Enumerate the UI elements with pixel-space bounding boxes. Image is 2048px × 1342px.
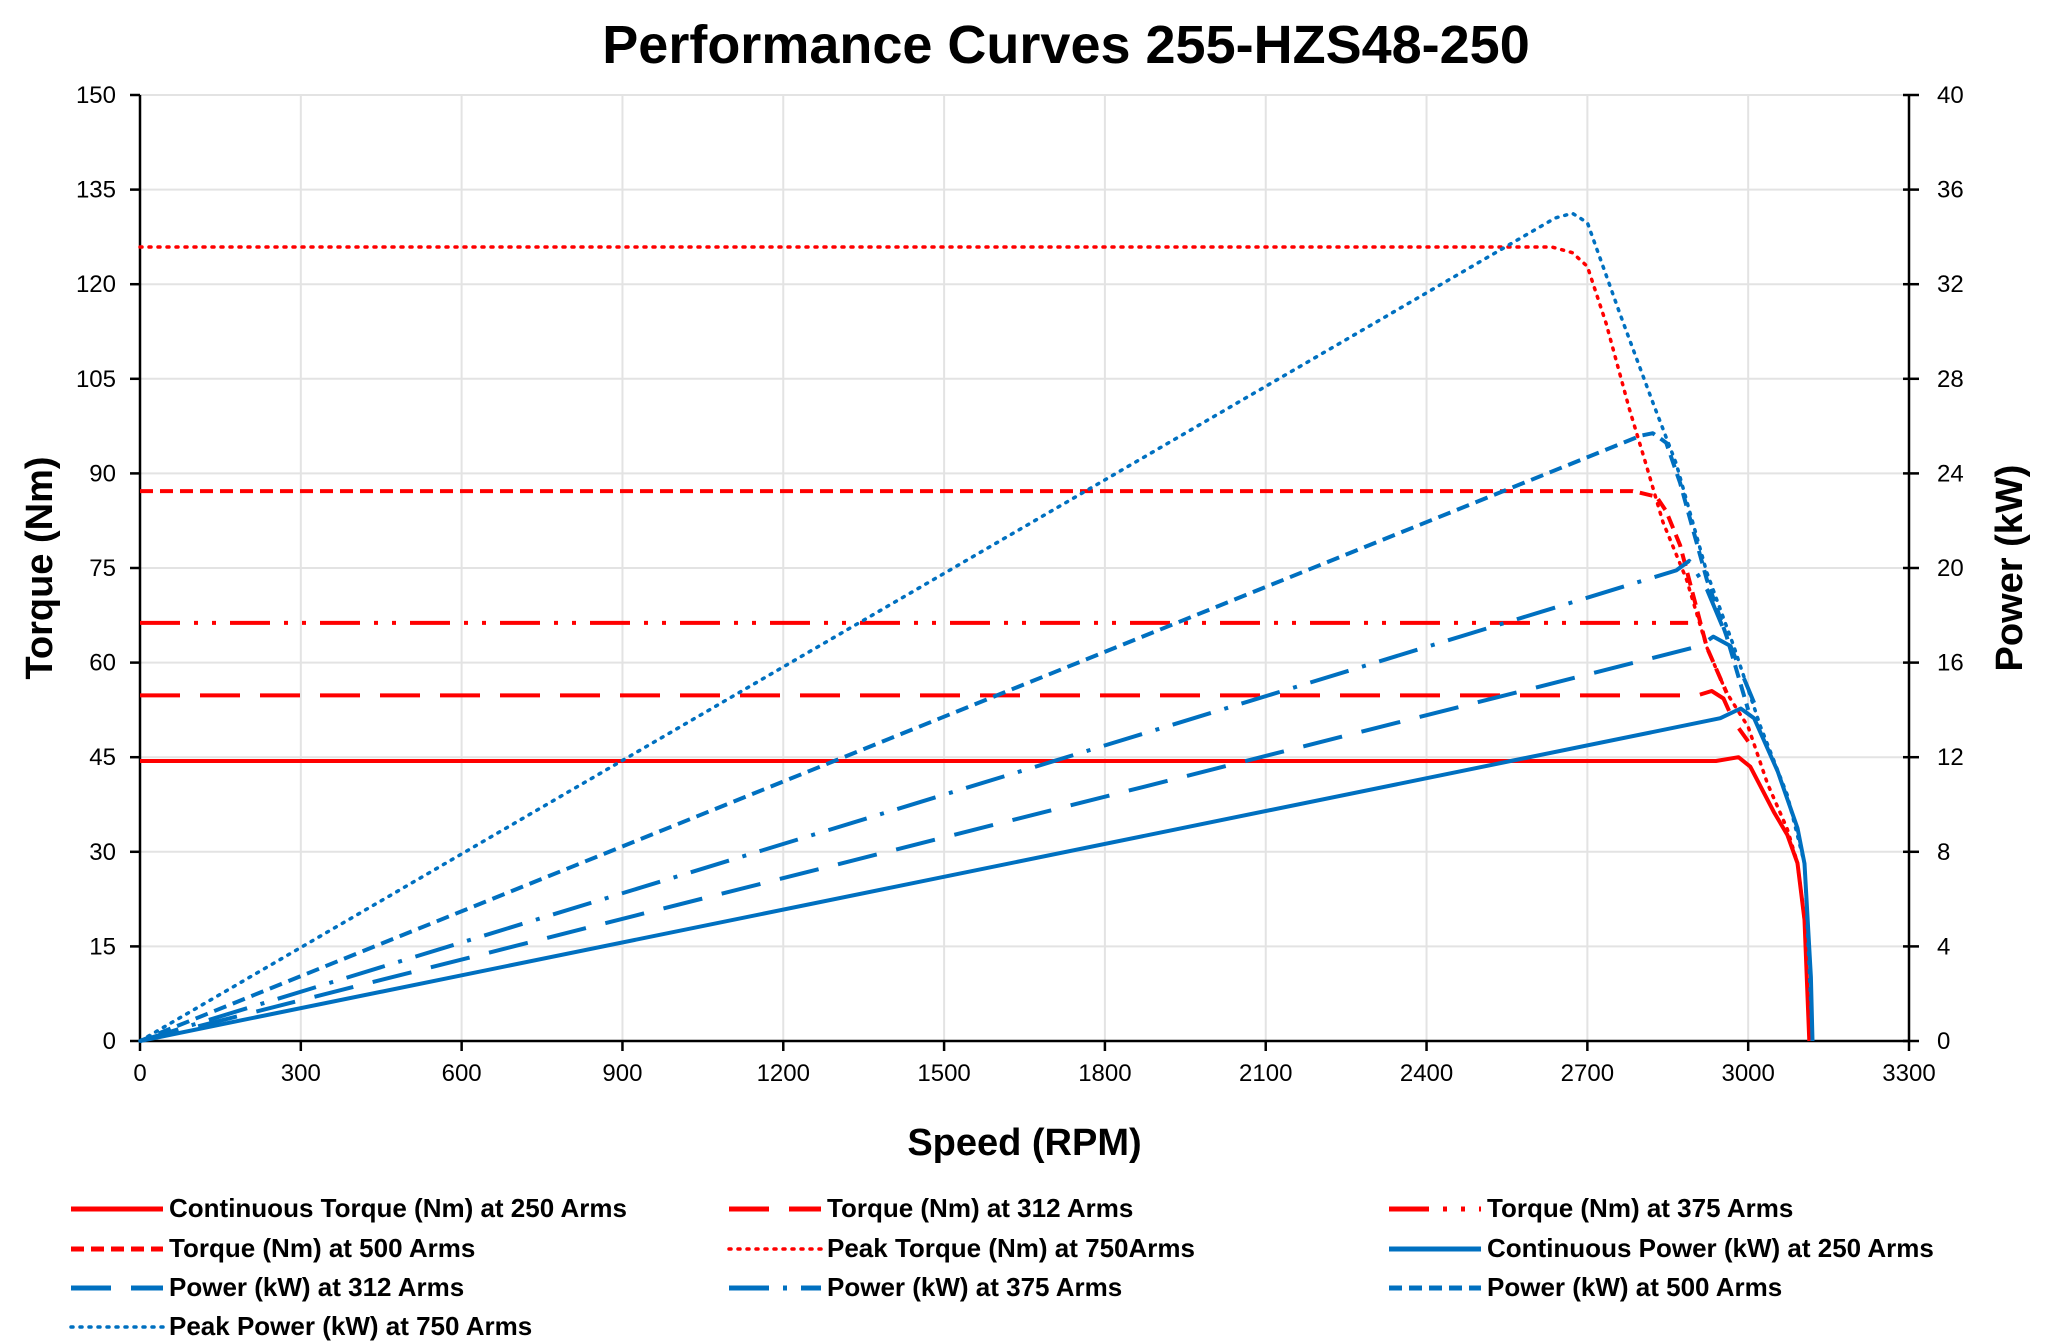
y2-axis-title: Power (kW) [1989,465,2031,672]
y2-tick-label: 4 [1937,933,1950,960]
y-tick-label: 135 [76,177,116,204]
legend-swatch [1389,1246,1481,1251]
series-line-2 [140,689,1750,743]
series-line-6 [139,706,1815,1043]
x-tick-label: 0 [133,1060,146,1087]
legend-label: Continuous Torque (Nm) at 250 Arms [169,1193,627,1223]
legend-item: Power (kW) at 312 Arms [69,1272,464,1303]
legend-item: Power (kW) at 375 Arms [727,1272,1122,1303]
legend-item: Continuous Torque (Nm) at 250 Arms [69,1193,627,1224]
y-tick-label: 0 [103,1028,116,1055]
series-line-4 [140,489,1729,694]
y-tick-label: 45 [89,744,116,771]
y-tick-label: 90 [89,460,116,487]
x-tick-label: 3000 [1721,1060,1774,1087]
legend-label: Torque (Nm) at 500 Arms [169,1233,476,1263]
legend-label: Continuous Power (kW) at 250 Arms [1487,1233,1934,1263]
series-line-7 [139,634,1756,1043]
x-tick-label: 3300 [1882,1060,1935,1087]
y2-tick-label: 8 [1937,839,1950,866]
series-line-10 [138,211,1815,1043]
chart-title: Performance Curves 255-HZS48-250 [602,15,1530,75]
y-axis-title: Torque (Nm) [19,456,61,679]
legend-item: Peak Torque (Nm) at 750Arms [727,1233,1195,1264]
y-tick-label: 15 [89,933,116,960]
y-tick-label: 60 [89,650,116,677]
x-tick-label: 600 [442,1060,482,1087]
legend-item: Power (kW) at 500 Arms [1387,1272,1782,1303]
legend-swatch [729,1285,821,1290]
legend-item: Torque (Nm) at 375 Arms [1387,1193,1793,1224]
y2-tick-label: 12 [1937,744,1964,771]
legend-item: Continuous Power (kW) at 250 Arms [1387,1233,1934,1264]
legend-item: Torque (Nm) at 500 Arms [69,1233,475,1264]
y2-tick-label: 0 [1937,1028,1950,1055]
x-axis-title: Speed (RPM) [907,1122,1141,1164]
y2-tick-label: 28 [1937,366,1964,393]
legend-item: Torque (Nm) at 312 Arms [727,1193,1133,1224]
x-tick-label: 2700 [1561,1060,1614,1087]
y2-tick-label: 24 [1937,460,1964,487]
legend-label: Peak Torque (Nm) at 750Arms [827,1233,1195,1263]
legend-label: Power (kW) at 312 Arms [169,1272,465,1302]
y-tick-label: 150 [76,82,116,109]
series-line-5 [138,245,1812,1043]
x-tick-label: 900 [602,1060,642,1087]
legend-label: Power (kW) at 500 Arms [1487,1272,1783,1302]
x-tick-label: 1500 [917,1060,970,1087]
x-tick-label: 2400 [1400,1060,1453,1087]
y2-tick-label: 20 [1937,555,1964,582]
series-line-1 [140,755,1812,1042]
y-tick-label: 105 [76,366,116,393]
y2-tick-label: 16 [1937,650,1964,677]
legend-item: Peak Power (kW) at 750 Arms [69,1311,532,1342]
legend-swatch [1389,1285,1481,1290]
x-tick-label: 1800 [1078,1060,1131,1087]
x-tick-label: 300 [281,1060,321,1087]
series-line-8 [139,558,1729,1043]
y-tick-label: 75 [89,555,116,582]
legend-swatch [71,1246,163,1251]
y2-tick-label: 40 [1937,82,1964,109]
legend-label: Peak Power (kW) at 750 Arms [169,1311,533,1341]
x-tick-label: 2100 [1239,1060,1292,1087]
legend-label: Torque (Nm) at 375 Arms [1487,1193,1794,1223]
series-line-9 [139,431,1751,1043]
y2-tick-label: 36 [1937,177,1964,204]
legend-swatch [71,1206,163,1211]
legend-label: Torque (Nm) at 312 Arms [827,1193,1134,1223]
y-tick-label: 30 [89,839,116,866]
legend-swatch [727,1246,823,1251]
y-tick-label: 120 [76,271,116,298]
legend-swatch [69,1324,165,1329]
y2-tick-label: 32 [1937,271,1964,298]
legend-swatch [729,1206,821,1211]
legend-swatch [71,1285,163,1290]
x-tick-label: 1200 [757,1060,810,1087]
legend-label: Power (kW) at 375 Arms [827,1272,1123,1302]
legend-swatch [1389,1206,1481,1211]
